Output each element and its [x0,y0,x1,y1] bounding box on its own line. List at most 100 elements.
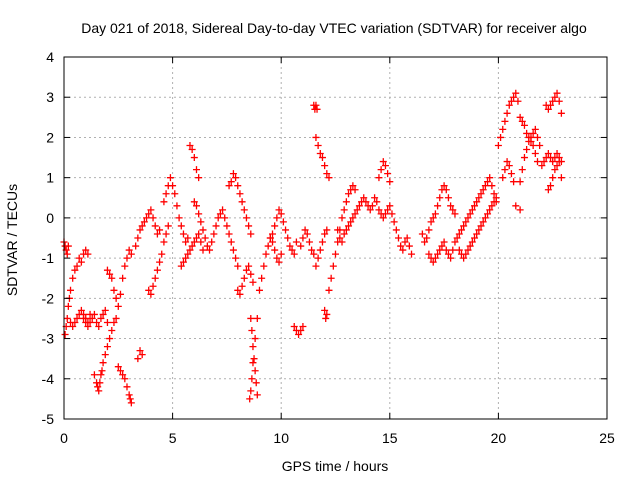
data-point [190,238,198,246]
data-point [273,214,281,222]
data-point [475,194,483,202]
data-point [99,359,107,367]
data-point [182,254,190,262]
data-point [451,238,459,246]
data-point [171,190,179,198]
data-point [234,286,242,294]
x-axis-label: GPS time / hours [282,458,389,474]
data-point [206,246,214,254]
data-point [195,174,203,182]
data-point [138,222,146,230]
data-point [156,258,164,266]
data-point [143,214,151,222]
data-point [145,286,153,294]
data-point [418,230,426,238]
x-tick-label: 0 [60,430,68,446]
data-point [453,234,461,242]
data-point [349,182,357,190]
data-point [227,178,235,186]
data-point [277,250,285,258]
data-point [514,97,522,105]
data-point [80,314,88,322]
data-point [160,198,168,206]
data-point [342,226,350,234]
data-point [510,178,518,186]
data-point [219,206,227,214]
data-point [184,250,192,258]
data-point [108,327,116,335]
data-point [436,194,444,202]
data-point [423,234,431,242]
data-point [557,109,565,117]
data-point [520,121,528,129]
data-point [273,254,281,262]
data-point [190,154,198,162]
data-point [553,150,561,158]
data-point [199,226,207,234]
data-point [149,282,157,290]
data-point [249,343,257,351]
data-point [466,210,474,218]
data-point [125,391,133,399]
data-point [553,162,561,170]
data-point [201,234,209,242]
data-point [529,141,537,149]
data-point [429,258,437,266]
data-point [481,182,489,190]
data-point [497,133,505,141]
data-point [175,214,183,222]
data-point [82,246,90,254]
data-point [247,230,255,238]
y-tick-label: 3 [46,89,54,105]
data-point [77,306,85,314]
data-point [240,274,248,282]
data-point [444,250,452,258]
data-point [288,246,296,254]
data-point [388,210,396,218]
data-point [431,254,439,262]
data-point [136,347,144,355]
data-point [334,226,342,234]
data-point [249,278,257,286]
data-point [523,146,531,154]
data-point [449,246,457,254]
data-point [75,254,83,262]
x-tick-label: 20 [491,430,507,446]
y-tick-label: -5 [42,411,55,427]
data-point [225,182,233,190]
data-point [338,238,346,246]
data-point [381,162,389,170]
data-point [253,391,261,399]
data-point [310,250,318,258]
data-point [208,238,216,246]
data-point [253,314,261,322]
data-point [136,226,144,234]
data-point [101,351,109,359]
data-point [221,214,229,222]
data-point [229,246,237,254]
data-point [379,214,387,222]
data-point [197,238,205,246]
data-point [112,314,120,322]
data-point [397,242,405,250]
data-point [555,97,563,105]
data-point [468,206,476,214]
data-point [323,226,331,234]
data-point [518,166,526,174]
data-point [96,379,104,387]
data-point [313,105,321,113]
data-point [486,174,494,182]
data-point [61,331,69,339]
data-point [425,226,433,234]
data-point [555,158,563,166]
data-point [246,395,254,403]
data-point [234,262,242,270]
data-point [90,310,98,318]
data-point [384,170,392,178]
data-point [403,234,411,242]
data-point [97,371,105,379]
data-point [182,238,190,246]
y-tick-label: 0 [46,210,54,226]
data-point [462,218,470,226]
